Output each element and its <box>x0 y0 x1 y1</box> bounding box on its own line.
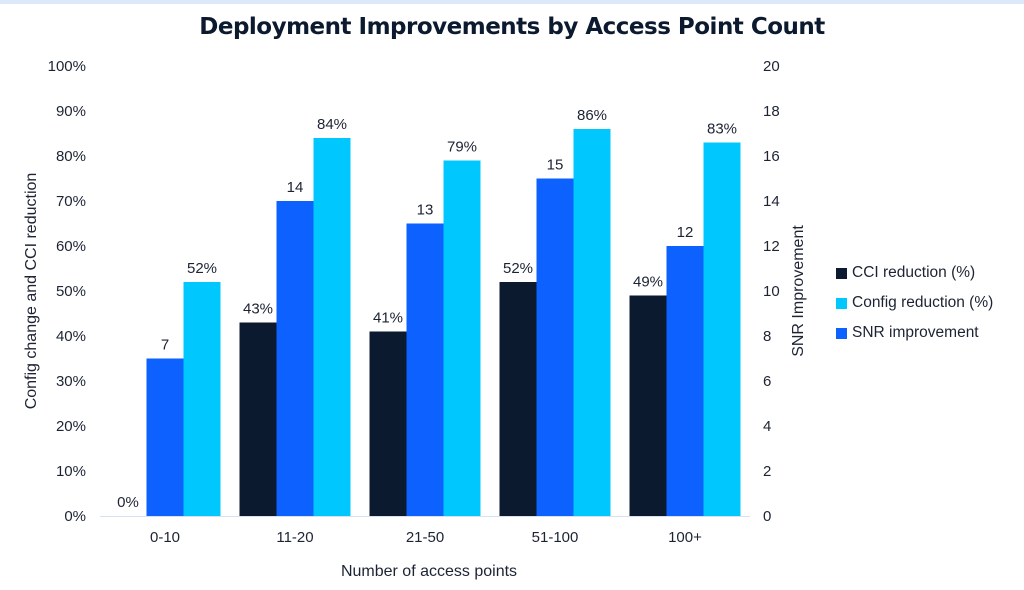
y2-tick-label: 0 <box>763 508 771 525</box>
y2-tick-label: 20 <box>763 58 780 75</box>
x-tick-label: 11-20 <box>276 529 313 546</box>
y-tick-label: 60% <box>56 238 86 255</box>
bar-snr-improvement-100+ <box>666 246 704 516</box>
y-tick-label: 100% <box>48 58 86 75</box>
y2-axis-title: SNR Improvement <box>790 225 807 357</box>
data-label: 41% <box>373 310 403 327</box>
x-tick-label: 21-50 <box>406 529 444 546</box>
y-tick-label: 90% <box>56 103 86 120</box>
data-label: 84% <box>317 116 347 133</box>
chart-title: Deployment Improvements by Access Point … <box>199 14 825 40</box>
bar-config-reduction-21-50 <box>443 160 481 516</box>
y-tick-label: 20% <box>56 418 86 435</box>
legend-swatch <box>836 297 847 309</box>
legend: CCI reduction (%) Config reduction (%) SNR… <box>836 258 993 348</box>
bar-snr-improvement-21-50 <box>406 223 444 516</box>
y-axis-title: Config change and CCI reduction <box>23 173 40 410</box>
x-axis-title: Number of access points <box>341 563 517 580</box>
y2-tick-label: 2 <box>763 463 771 480</box>
y2-tick-label: 14 <box>763 193 780 210</box>
legend-swatch <box>836 267 847 279</box>
legend-label: CCI reduction (%) <box>852 264 976 281</box>
data-label: 83% <box>707 121 737 138</box>
legend-label: SNR improvement <box>852 324 979 341</box>
bar-cci-reduction-21-50 <box>369 331 407 516</box>
x-tick-label: 100+ <box>668 529 702 546</box>
data-label: 49% <box>633 274 663 291</box>
y-tick-label: 30% <box>56 373 86 390</box>
legend-label: Config reduction (%) <box>852 294 994 311</box>
bar-snr-improvement-11-20 <box>276 201 314 516</box>
data-label: 43% <box>243 301 273 318</box>
bar-config-reduction-11-20 <box>313 138 351 516</box>
x-tick-label: 0-10 <box>150 529 180 546</box>
y-tick-label: 80% <box>56 148 86 165</box>
y2-tick-label: 10 <box>763 283 780 300</box>
data-label: 15 <box>547 157 564 174</box>
y-tick-label: 50% <box>56 283 86 300</box>
y-tick-label: 0% <box>64 508 86 525</box>
y-tick-label: 40% <box>56 328 86 345</box>
data-label: 13 <box>417 202 434 219</box>
bar-config-reduction-100+ <box>703 142 741 516</box>
data-label: 12 <box>677 224 694 241</box>
x-tick-label: 51-100 <box>532 529 579 546</box>
y2-tick-label: 4 <box>763 418 771 435</box>
legend-item: CCI reduction (%) <box>836 258 993 288</box>
top-border <box>0 0 1024 4</box>
legend-item: SNR improvement <box>836 318 993 348</box>
bar-cci-reduction-51-100 <box>499 282 537 516</box>
y2-tick-label: 12 <box>763 238 780 255</box>
bar-cci-reduction-100+ <box>629 295 667 516</box>
data-label: 0% <box>117 494 139 511</box>
data-label: 14 <box>287 179 304 196</box>
bar-snr-improvement-51-100 <box>536 178 574 516</box>
data-label: 52% <box>187 260 217 277</box>
data-label: 86% <box>577 107 607 124</box>
y-tick-label: 70% <box>56 193 86 210</box>
y2-tick-label: 8 <box>763 328 771 345</box>
bar-config-reduction-0-10 <box>183 282 221 516</box>
data-label: 79% <box>447 139 477 156</box>
y-tick-label: 10% <box>56 463 86 480</box>
data-label: 52% <box>503 260 533 277</box>
bar-snr-improvement-0-10 <box>146 358 184 516</box>
bar-cci-reduction-11-20 <box>239 322 277 516</box>
bar-config-reduction-51-100 <box>573 129 611 516</box>
legend-item: Config reduction (%) <box>836 288 993 318</box>
legend-swatch <box>836 327 847 339</box>
y2-tick-label: 18 <box>763 103 780 120</box>
y2-tick-label: 6 <box>763 373 771 390</box>
data-label: 7 <box>161 337 169 354</box>
y2-tick-label: 16 <box>763 148 780 165</box>
